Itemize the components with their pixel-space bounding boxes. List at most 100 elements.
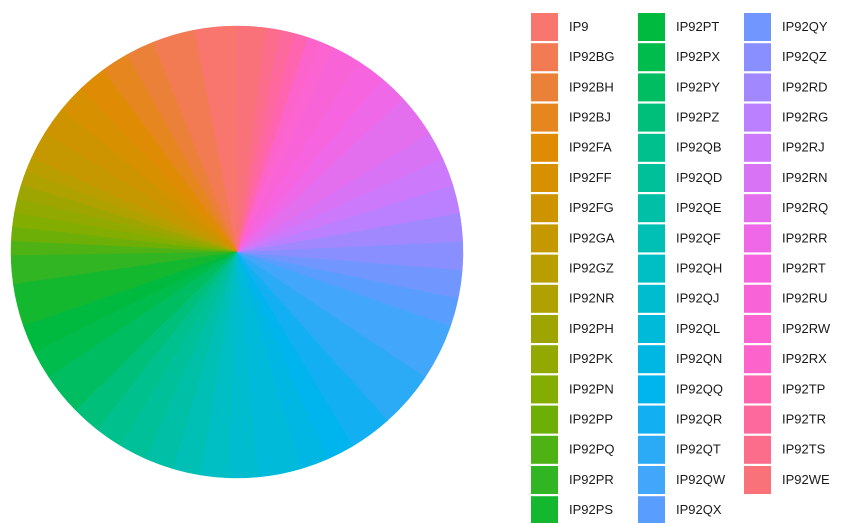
legend-key xyxy=(638,103,665,132)
legend-key xyxy=(531,133,558,162)
legend-label: IP92PS xyxy=(569,502,613,517)
legend-label: IP92QD xyxy=(676,170,722,185)
legend-label: IP92PQ xyxy=(569,442,615,457)
pie-slice xyxy=(236,25,266,253)
legend-label: IP92RT xyxy=(782,261,826,276)
legend-label: IP92GA xyxy=(569,230,615,245)
legend-key xyxy=(638,254,665,283)
legend-label: IP92BG xyxy=(569,49,615,64)
legend-label: IP92TP xyxy=(782,381,825,396)
legend-label: IP92PX xyxy=(676,49,720,64)
legend-label: IP92QJ xyxy=(676,291,719,306)
legend-key xyxy=(744,254,771,283)
legend-label: IP92NR xyxy=(569,291,615,306)
legend-label: IP92QN xyxy=(676,351,722,366)
legend-label: IP92PN xyxy=(569,381,614,396)
legend-label: IP92BH xyxy=(569,79,614,94)
legend-key xyxy=(531,103,558,132)
legend-label: IP92QR xyxy=(676,412,722,427)
legend-label: IP92PT xyxy=(676,19,719,34)
legend-key xyxy=(744,466,771,494)
legend-key xyxy=(638,435,665,464)
legend-key xyxy=(531,375,558,404)
legend-label: IP92QW xyxy=(676,472,726,487)
legend-key xyxy=(531,435,558,464)
legend-key xyxy=(638,496,665,523)
legend-key xyxy=(638,315,665,343)
legend-key xyxy=(744,375,771,404)
legend-key xyxy=(638,133,665,162)
legend-key xyxy=(744,73,771,102)
legend-key xyxy=(531,345,558,374)
legend-label: IP92BJ xyxy=(569,110,611,125)
legend-key xyxy=(531,254,558,283)
legend-label: IP92QZ xyxy=(782,49,827,64)
legend-key xyxy=(531,496,558,523)
legend-key xyxy=(744,133,771,162)
legend-key xyxy=(531,73,558,102)
legend-key xyxy=(744,164,771,192)
legend-key xyxy=(638,43,665,72)
legend-key xyxy=(638,405,665,434)
legend-label: IP92QT xyxy=(676,442,721,457)
legend-key xyxy=(744,224,771,253)
legend-label: IP92TR xyxy=(782,412,826,427)
legend-label: IP92PZ xyxy=(676,110,719,125)
legend-label: IP92PK xyxy=(569,351,613,366)
legend-label: IP92QY xyxy=(782,19,828,34)
legend-key xyxy=(531,284,558,313)
legend-key xyxy=(744,103,771,132)
legend-label: IP92RG xyxy=(782,110,828,125)
legend-label: IP9 xyxy=(569,19,589,34)
legend-label: IP92QH xyxy=(676,261,722,276)
legend-key xyxy=(744,284,771,313)
legend-label: IP92RW xyxy=(782,321,831,336)
legend-key xyxy=(638,466,665,494)
legend-label: IP92FA xyxy=(569,140,612,155)
legend-key xyxy=(531,466,558,494)
legend-key xyxy=(531,405,558,434)
legend-key xyxy=(744,43,771,72)
legend-key xyxy=(638,194,665,223)
legend-label: IP92GZ xyxy=(569,261,614,276)
legend-label: IP92PP xyxy=(569,412,613,427)
legend-label: IP92RX xyxy=(782,351,827,366)
legend-label: IP92FG xyxy=(569,200,614,215)
legend-key xyxy=(638,375,665,404)
legend-label: IP92QF xyxy=(676,230,721,245)
legend-label: IP92FF xyxy=(569,170,612,185)
legend-key xyxy=(531,194,558,223)
legend-label: IP92PR xyxy=(569,472,614,487)
legend-label: IP92RN xyxy=(782,170,828,185)
legend-key xyxy=(744,315,771,343)
legend-key xyxy=(531,43,558,72)
legend-label: IP92RJ xyxy=(782,140,825,155)
legend-key xyxy=(531,315,558,343)
legend-label: IP92WE xyxy=(782,472,830,487)
legend-key xyxy=(531,13,558,41)
legend-label: IP92RQ xyxy=(782,200,828,215)
legend-key xyxy=(638,345,665,374)
legend-label: IP92TS xyxy=(782,442,826,457)
legend-key xyxy=(638,13,665,41)
legend-label: IP92PH xyxy=(569,321,614,336)
legend-label: IP92RD xyxy=(782,79,828,94)
legend-key xyxy=(744,13,771,41)
legend-key xyxy=(531,224,558,253)
legend-label: IP92QQ xyxy=(676,381,723,396)
legend-key xyxy=(744,405,771,434)
legend-label: IP92QL xyxy=(676,321,720,336)
legend-label: IP92QB xyxy=(676,140,722,155)
legend-key xyxy=(638,284,665,313)
legend-label: IP92RR xyxy=(782,230,828,245)
legend-key xyxy=(744,345,771,374)
legend-key xyxy=(638,224,665,253)
legend-key xyxy=(744,435,771,464)
legend-key xyxy=(531,164,558,192)
legend-label: IP92RU xyxy=(782,291,828,306)
legend-key xyxy=(638,164,665,192)
legend-label: IP92QX xyxy=(676,502,722,517)
legend-key xyxy=(638,73,665,102)
legend-key xyxy=(744,194,771,223)
